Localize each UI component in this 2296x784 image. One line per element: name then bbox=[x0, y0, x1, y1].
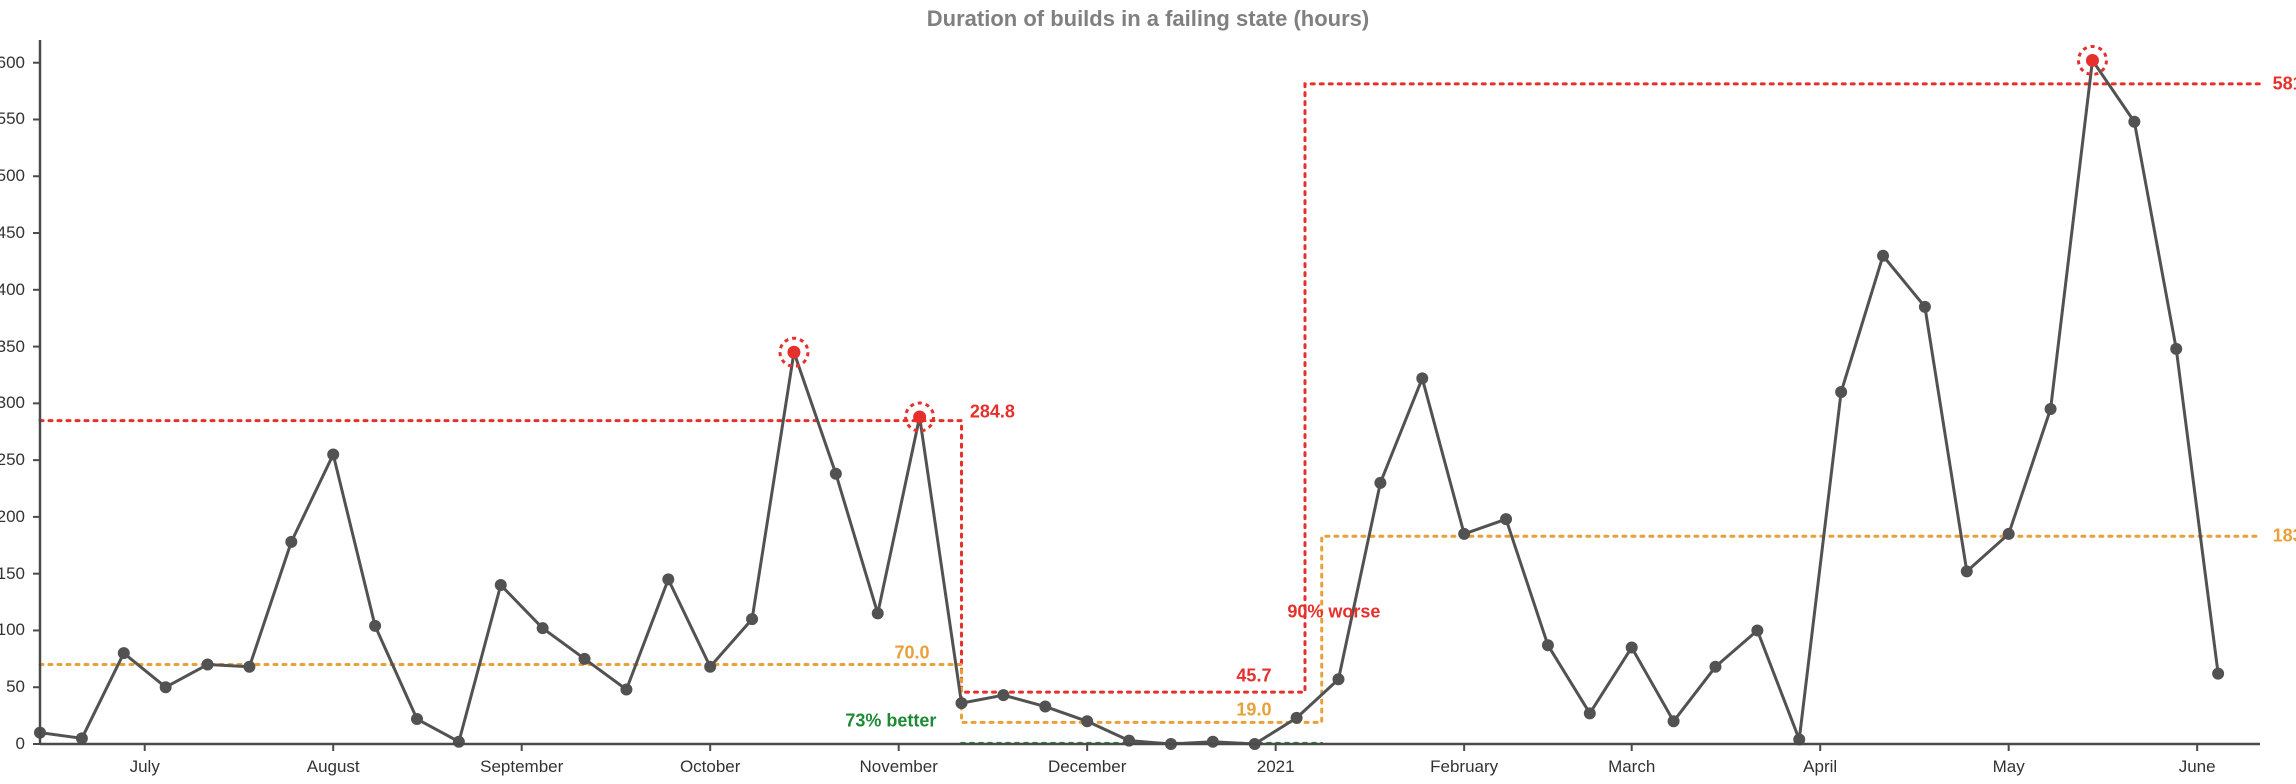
x-tick-label: 2021 bbox=[1257, 757, 1295, 777]
data-point bbox=[1919, 301, 1931, 313]
red-45-label: 45.7 bbox=[1236, 665, 1271, 686]
orange-19-label: 19.0 bbox=[1236, 699, 1271, 720]
y-tick-label: 400 bbox=[0, 280, 25, 300]
x-tick-label: December bbox=[1048, 757, 1126, 777]
data-point bbox=[1039, 701, 1051, 713]
x-tick-label: June bbox=[2179, 757, 2216, 777]
data-point bbox=[1332, 673, 1344, 685]
x-tick-label: August bbox=[307, 757, 360, 777]
data-point bbox=[1542, 639, 1554, 651]
data-point bbox=[1835, 386, 1847, 398]
data-point bbox=[1416, 372, 1428, 384]
data-point bbox=[453, 736, 465, 748]
data-point bbox=[579, 653, 591, 665]
data-point bbox=[704, 661, 716, 673]
x-tick-label: April bbox=[1803, 757, 1837, 777]
x-tick-label: March bbox=[1608, 757, 1655, 777]
data-point bbox=[1709, 661, 1721, 673]
orange-end-label: 183.0 bbox=[2273, 526, 2296, 547]
data-point bbox=[872, 607, 884, 619]
data-point bbox=[1081, 715, 1093, 727]
y-tick-label: 450 bbox=[0, 223, 25, 243]
data-point bbox=[2045, 403, 2057, 415]
data-point bbox=[1584, 707, 1596, 719]
data-point bbox=[997, 689, 1009, 701]
data-point bbox=[2003, 528, 2015, 540]
data-point bbox=[160, 681, 172, 693]
y-tick-label: 50 bbox=[6, 677, 25, 697]
red-end-label: 581.4 bbox=[2273, 73, 2296, 94]
y-tick-label: 250 bbox=[0, 450, 25, 470]
step-line-red-upper bbox=[40, 84, 2260, 692]
red-worse: 90% worse bbox=[1287, 602, 1380, 623]
data-point bbox=[2128, 116, 2140, 128]
data-point bbox=[202, 659, 214, 671]
green-better: 73% better bbox=[845, 711, 936, 732]
data-point bbox=[746, 613, 758, 625]
y-tick-label: 350 bbox=[0, 337, 25, 357]
chart-container: Duration of builds in a failing state (h… bbox=[0, 0, 2296, 784]
highlight-point bbox=[787, 346, 800, 359]
data-point bbox=[956, 697, 968, 709]
highlight-point bbox=[2086, 54, 2099, 67]
data-point bbox=[76, 732, 88, 744]
x-tick-label: September bbox=[480, 757, 563, 777]
data-point bbox=[620, 683, 632, 695]
y-tick-label: 150 bbox=[0, 564, 25, 584]
data-point bbox=[830, 468, 842, 480]
x-tick-label: February bbox=[1430, 757, 1498, 777]
y-tick-label: 200 bbox=[0, 507, 25, 527]
x-tick-label: May bbox=[1993, 757, 2025, 777]
data-point bbox=[2170, 343, 2182, 355]
y-tick-label: 550 bbox=[0, 109, 25, 129]
data-point bbox=[1291, 712, 1303, 724]
orange-70-label: 70.0 bbox=[894, 643, 929, 664]
y-tick-label: 100 bbox=[0, 620, 25, 640]
chart-svg bbox=[0, 0, 2296, 784]
data-point bbox=[537, 622, 549, 634]
data-point bbox=[495, 579, 507, 591]
red-284-label: 284.8 bbox=[970, 402, 1015, 423]
data-point bbox=[411, 713, 423, 725]
data-point bbox=[1374, 477, 1386, 489]
data-point bbox=[1877, 250, 1889, 262]
data-point bbox=[1500, 513, 1512, 525]
data-point bbox=[2212, 668, 2224, 680]
data-point bbox=[1207, 736, 1219, 748]
y-tick-label: 300 bbox=[0, 393, 25, 413]
series-line bbox=[40, 60, 2218, 744]
data-point bbox=[1458, 528, 1470, 540]
data-point bbox=[243, 661, 255, 673]
y-tick-label: 600 bbox=[0, 53, 25, 73]
data-point bbox=[1668, 715, 1680, 727]
highlight-point bbox=[913, 410, 926, 423]
data-point bbox=[1751, 624, 1763, 636]
y-tick-label: 0 bbox=[16, 734, 25, 754]
x-tick-label: November bbox=[859, 757, 937, 777]
data-point bbox=[1626, 641, 1638, 653]
x-tick-label: October bbox=[680, 757, 740, 777]
y-tick-label: 500 bbox=[0, 166, 25, 186]
data-point bbox=[1961, 565, 1973, 577]
data-point bbox=[369, 620, 381, 632]
data-point bbox=[285, 536, 297, 548]
data-point bbox=[327, 448, 339, 460]
data-point bbox=[118, 647, 130, 659]
x-tick-label: July bbox=[130, 757, 160, 777]
data-point bbox=[662, 573, 674, 585]
